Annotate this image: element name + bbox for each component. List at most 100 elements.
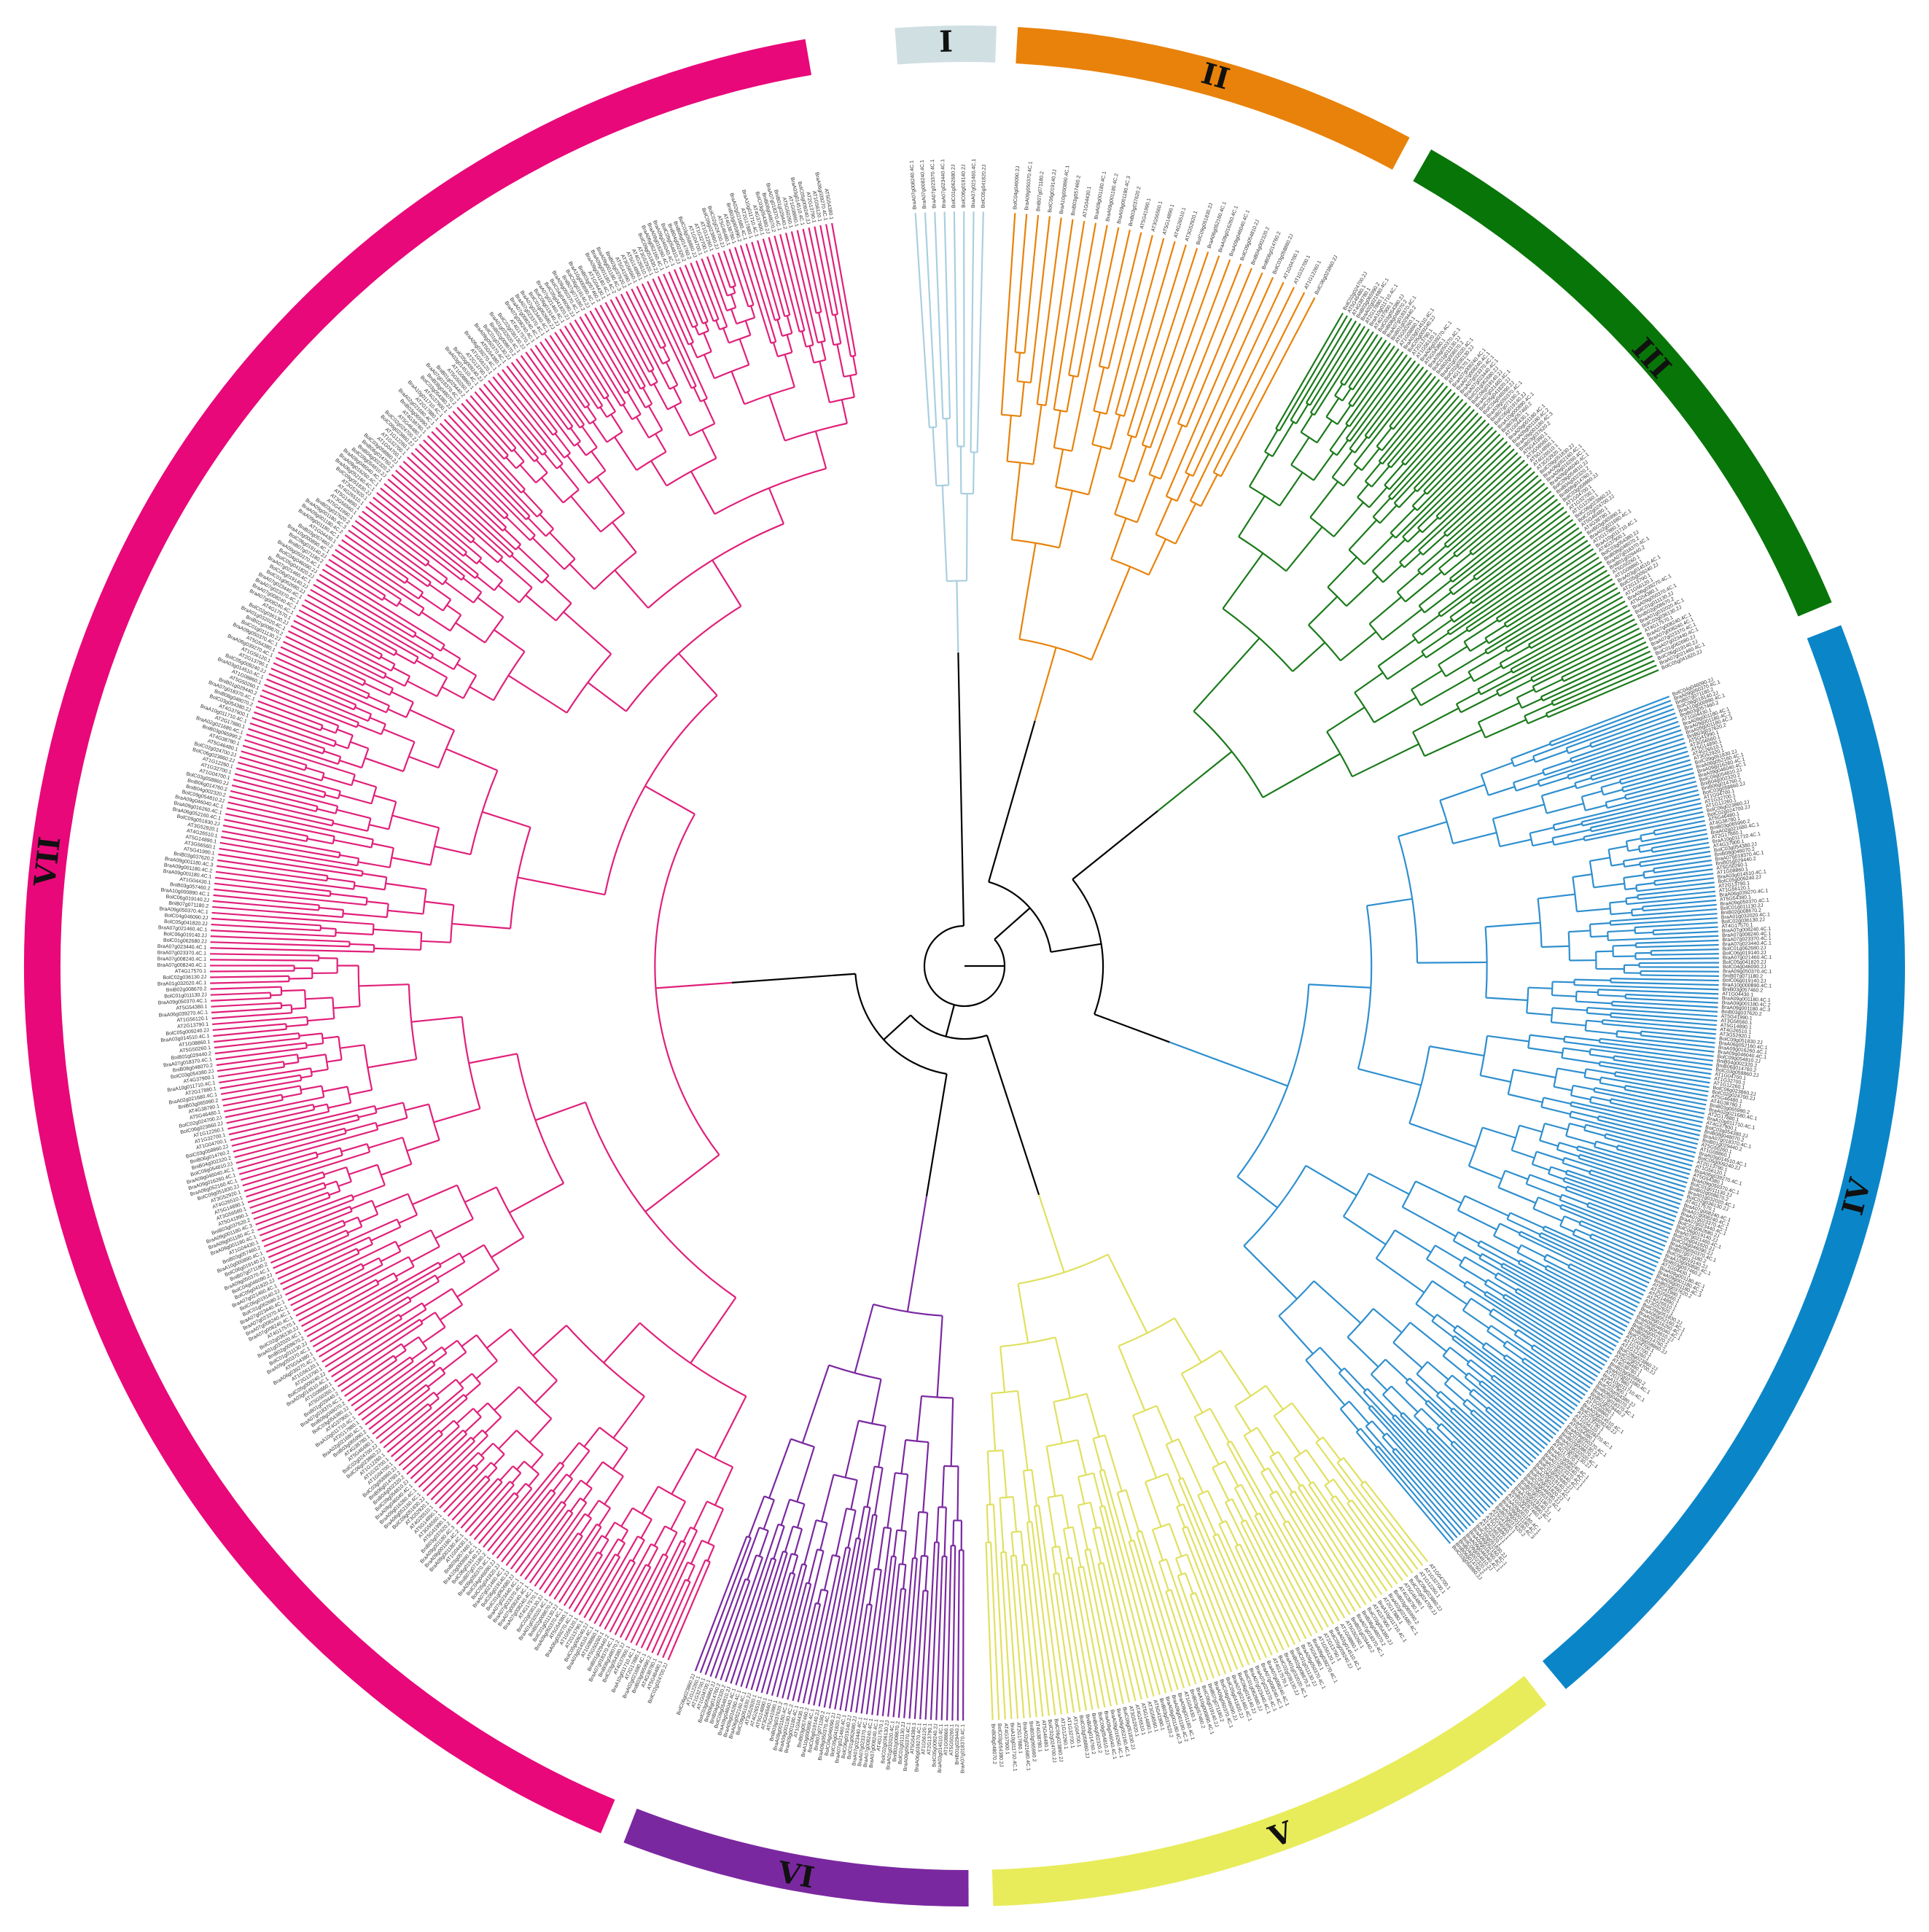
internal-branch	[336, 809, 371, 819]
tip-branch	[636, 286, 667, 346]
tip-branch	[222, 1094, 282, 1107]
internal-branch	[814, 431, 827, 470]
internal-branch	[1344, 1367, 1366, 1391]
tip-branch	[953, 211, 959, 447]
tip-branch	[422, 1440, 475, 1492]
tip-branch	[1591, 750, 1688, 781]
leaf-label: BolC03g054380.2J	[997, 1723, 1004, 1767]
internal-branch	[665, 362, 679, 386]
leaf-label: AT4G17570.1	[876, 1719, 885, 1751]
internal-branch	[1570, 1094, 1591, 1101]
internal-branch	[440, 1304, 463, 1321]
internal-branch	[653, 1525, 666, 1546]
internal-branch	[1292, 642, 1326, 672]
tip-branch	[225, 1096, 324, 1118]
internal-branch	[644, 785, 695, 815]
internal-branch	[585, 1461, 604, 1485]
internal-branch	[1219, 1349, 1252, 1397]
tip-branch	[751, 241, 776, 321]
internal-branch	[1457, 1231, 1480, 1244]
internal-branch	[1285, 526, 1323, 572]
tip-branch	[1413, 416, 1483, 489]
leaf-label: BraA07g023440.4C.1	[1723, 941, 1772, 948]
tip-branch	[1610, 1016, 1717, 1027]
internal-branch	[561, 1442, 580, 1465]
internal-branch	[352, 1184, 386, 1199]
internal-branch	[403, 1336, 419, 1348]
internal-branch	[392, 666, 410, 677]
internal-branch	[362, 1257, 380, 1267]
internal-branch	[499, 1465, 514, 1481]
internal-branch	[796, 1446, 815, 1503]
clade-ring-v	[991, 1675, 1547, 1906]
tip-branch	[662, 1559, 706, 1659]
tip-branch	[241, 1156, 319, 1181]
internal-branch	[1556, 1148, 1580, 1158]
internal-branch	[387, 708, 407, 718]
internal-branch	[1343, 1215, 1387, 1245]
internal-branch	[534, 1379, 558, 1404]
tip-branch	[375, 1391, 434, 1440]
tip-branch	[398, 1429, 440, 1466]
internal-branch	[300, 1085, 322, 1091]
internal-branch	[1174, 503, 1197, 545]
tip-branch	[956, 1550, 960, 1721]
internal-branch	[913, 1511, 920, 1559]
internal-branch	[747, 1554, 757, 1581]
internal-branch	[1435, 1244, 1463, 1263]
internal-branch	[650, 460, 668, 486]
internal-branch	[1548, 1172, 1564, 1180]
leaf-label: BraA10g000890.4C.1	[1059, 165, 1071, 214]
internal-branch	[1309, 480, 1339, 518]
tip-branch	[218, 853, 362, 877]
internal-branch	[340, 1142, 368, 1153]
tip-branch	[1165, 272, 1263, 497]
tip-branch	[210, 959, 319, 962]
leaf-label: BniB03g057460.2	[1722, 987, 1763, 994]
internal-branch	[1114, 478, 1128, 515]
internal-branch	[1243, 1245, 1298, 1300]
tip-branch	[331, 553, 402, 601]
internal-branch	[792, 1555, 799, 1574]
internal-branch	[435, 1379, 457, 1396]
internal-branch	[1605, 796, 1626, 803]
tip-branch	[1652, 841, 1710, 853]
internal-branch	[586, 405, 597, 421]
internal-branch	[368, 1137, 403, 1149]
tip-branch	[447, 1475, 487, 1517]
tip-branch	[266, 678, 369, 722]
internal-branch	[1360, 1427, 1378, 1449]
tip-branch	[1053, 1573, 1075, 1713]
tip-branch	[539, 341, 586, 408]
internal-branch	[582, 1487, 593, 1501]
internal-branch	[1200, 474, 1218, 507]
internal-branch	[1174, 1317, 1202, 1363]
internal-branch	[1290, 437, 1310, 466]
internal-branch	[408, 755, 439, 769]
internal-branch	[817, 1589, 822, 1604]
leaf-label: BraA07g023370.4C.1	[1722, 936, 1772, 943]
internal-branch	[349, 943, 375, 946]
internal-branch	[1325, 397, 1340, 418]
internal-branch	[1470, 639, 1488, 653]
internal-branch	[672, 386, 682, 403]
internal-branch	[591, 451, 607, 472]
leaf-label: BolC06g019140.2J	[1723, 978, 1766, 984]
tip-branch	[1312, 1481, 1388, 1592]
tip-branch	[802, 1591, 829, 1704]
internal-branch	[1541, 784, 1576, 797]
internal-branch	[1088, 446, 1102, 495]
tip-branch	[1123, 241, 1176, 417]
internal-branch	[1243, 1435, 1266, 1471]
internal-branch	[305, 997, 333, 1000]
tip-branch	[1608, 935, 1719, 941]
internal-branch	[311, 1068, 329, 1073]
internal-branch	[569, 1497, 581, 1513]
internal-branch	[1269, 1456, 1293, 1493]
tip-branch	[402, 1433, 443, 1471]
tip-branch	[210, 941, 350, 948]
internal-branch	[1551, 1021, 1586, 1027]
internal-branch	[335, 743, 348, 749]
internal-branch	[841, 399, 848, 424]
internal-branch	[1077, 1439, 1087, 1476]
